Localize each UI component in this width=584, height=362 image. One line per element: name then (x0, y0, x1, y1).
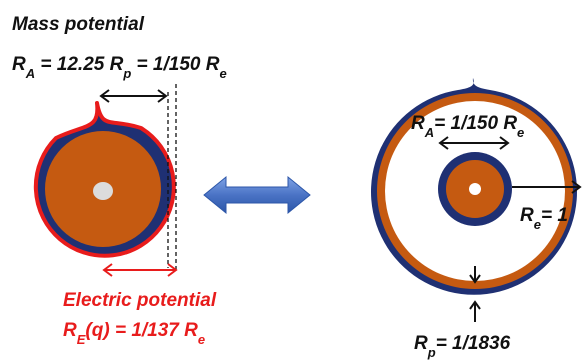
electric-formula-r: R (63, 320, 77, 341)
mass-radius-arrow (99, 89, 168, 103)
mass-formula-sub-p: p (122, 66, 131, 81)
re-label-r: R (520, 205, 534, 226)
rp-arrow-top (469, 266, 481, 284)
right-particle (371, 78, 578, 295)
rp-label-sub: p (427, 345, 436, 360)
rp-arrow-bottom (469, 300, 481, 322)
electric-formula-sub-e: E (77, 332, 86, 347)
electric-formula-tail: (q) = 1/137 R (85, 320, 198, 341)
ra-label: RA= 1/150 Re (411, 113, 524, 140)
rp-label-r: R (414, 333, 428, 354)
left-particle (33, 101, 176, 258)
ra-label-sub: A (424, 125, 434, 140)
mass-formula-tail: = 1/150 R (131, 54, 219, 75)
ra-label-tail: = 1/150 R (434, 113, 517, 134)
core-dot (93, 182, 113, 200)
re-label: Re= 1 (520, 205, 568, 232)
mass-formula: RA = 12.25 Rp = 1/150 Re (12, 54, 227, 81)
re-label-tail: = 1 (541, 205, 568, 226)
equivalence-double-arrow (203, 175, 311, 215)
rp-label: Rp= 1/1836 (414, 333, 511, 360)
ra-arrow (438, 136, 510, 150)
mass-formula-sub-a: A (25, 66, 35, 81)
ra-label-r: R (411, 113, 425, 134)
re-arrow (512, 180, 582, 194)
electric-formula-sub-e2: e (198, 332, 205, 347)
ra-label-sub2: e (517, 125, 524, 140)
electric-potential-title: Electric potential (63, 290, 217, 311)
inner-white-dot (469, 183, 481, 195)
electric-formula: RE(q) = 1/137 Re (63, 320, 205, 347)
re-label-sub: e (534, 217, 541, 232)
mass-formula-sub-e: e (219, 66, 226, 81)
mass-potential-title: Mass potential (12, 14, 145, 35)
mass-formula-r: R (12, 54, 26, 75)
electric-radius-arrow (102, 263, 178, 277)
rp-label-tail: = 1/1836 (436, 333, 511, 354)
mass-formula-mid: = 12.25 R (35, 54, 123, 75)
